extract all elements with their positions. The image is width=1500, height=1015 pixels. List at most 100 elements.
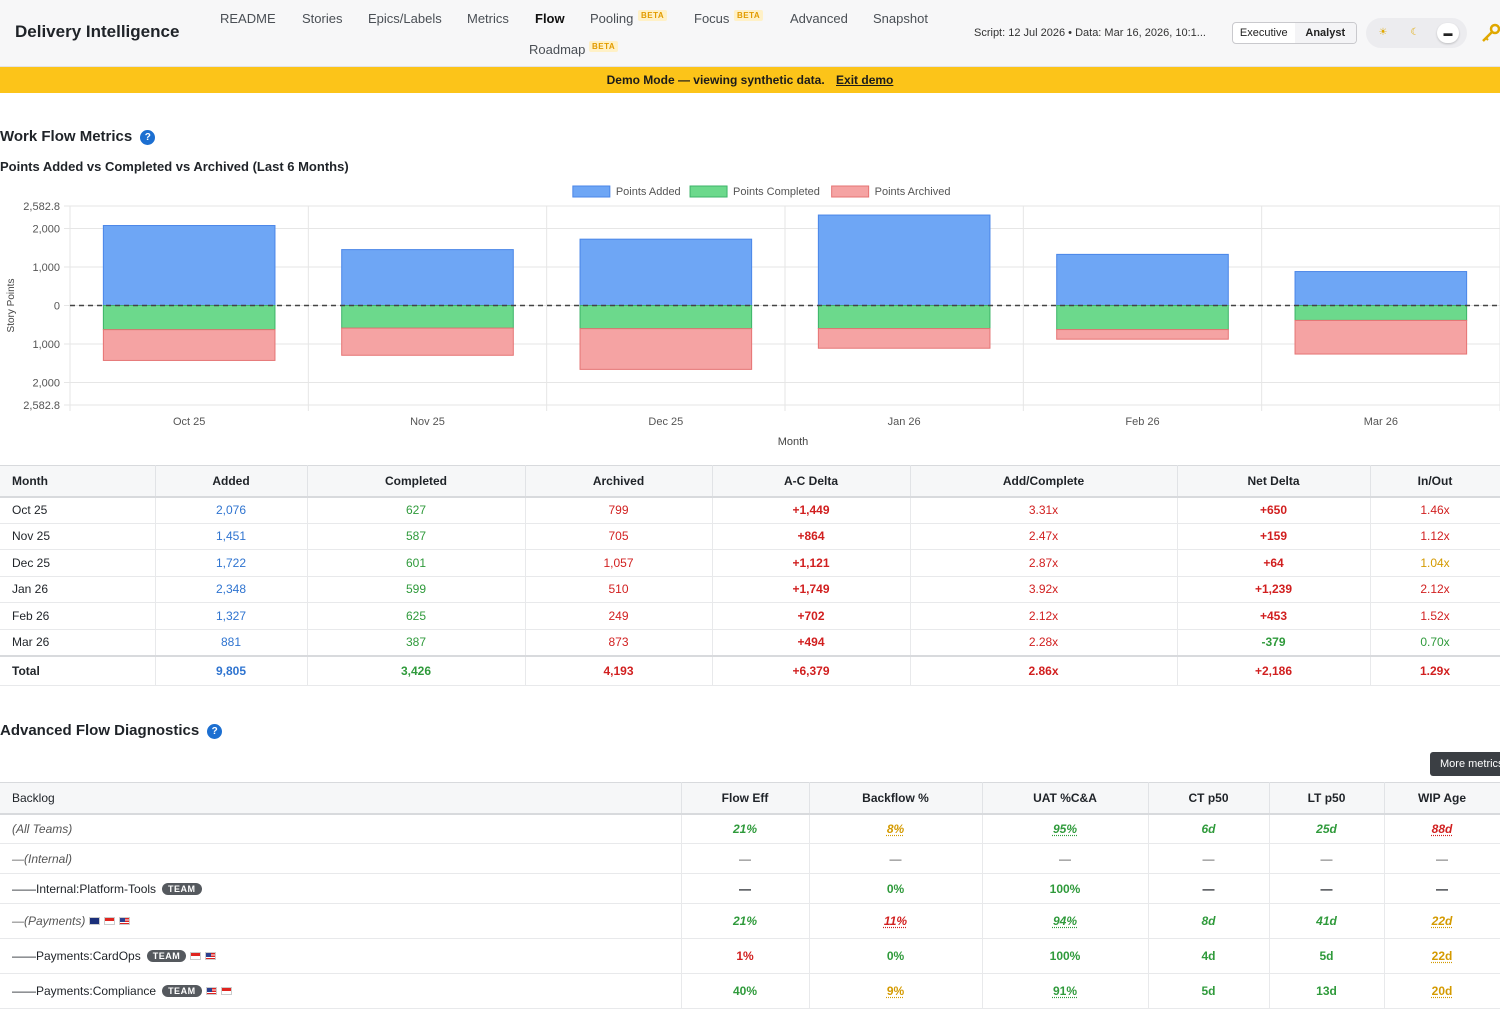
app-title: Delivery Intelligence: [15, 22, 179, 42]
bar-points-added: [818, 215, 990, 305]
key-icon[interactable]: [1480, 23, 1500, 43]
column-header-flow-eff[interactable]: Flow Eff: [681, 783, 809, 814]
flag-us-icon: [206, 987, 217, 995]
role-analyst-button[interactable]: Analyst: [1295, 23, 1357, 43]
table-row: Oct 25 2,076 627 799 +1,449 3.31x +650 1…: [0, 497, 1500, 524]
sun-icon[interactable]: ☀: [1372, 23, 1394, 43]
column-header-backflow[interactable]: Backflow %: [809, 783, 982, 814]
monitor-icon[interactable]: ▬: [1437, 23, 1459, 43]
beta-badge: BETA: [638, 10, 667, 21]
column-header-lt-p50[interactable]: LT p50: [1269, 783, 1384, 814]
y-tick-label: 1,000: [32, 262, 60, 274]
bar-points-added: [103, 226, 275, 306]
work-flow-metrics-heading: Work Flow Metrics?: [0, 128, 155, 145]
moon-icon[interactable]: ☾: [1404, 23, 1426, 43]
bar-points-completed: [1057, 306, 1229, 330]
cell-uat[interactable]: 91%: [982, 974, 1148, 1009]
cell-completed: 387: [307, 629, 525, 656]
nav-flow[interactable]: Flow: [535, 11, 565, 26]
cell-archived: 799: [525, 497, 712, 524]
cell-in-out: 0.70x: [1370, 629, 1500, 656]
cell-wip-age: —: [1384, 874, 1500, 904]
team-badge: TEAM: [147, 950, 187, 962]
nav-epics-labels[interactable]: Epics/Labels: [368, 11, 442, 26]
cell-net-delta: +453: [1177, 603, 1370, 630]
bar-points-archived: [818, 329, 990, 349]
legend-item[interactable]: Points Archived: [832, 186, 951, 198]
cell-lt-p50: —: [1269, 844, 1384, 874]
cell-ac-delta: +1,121: [712, 550, 910, 577]
legend-item[interactable]: Points Added: [573, 186, 681, 198]
table-row[interactable]: —(Payments) 21% 11% 94% 8d 41d 22d: [0, 904, 1500, 939]
cell-wip-age[interactable]: 22d: [1384, 904, 1500, 939]
cell-net-delta: +159: [1177, 523, 1370, 550]
column-header-uat[interactable]: UAT %C&A: [982, 783, 1148, 814]
nav-metrics[interactable]: Metrics: [467, 11, 509, 26]
backlog-cell[interactable]: ——Payments:Compliance TEAM: [0, 974, 681, 1009]
x-tick-label: Feb 26: [1125, 416, 1159, 428]
cell-in-out: 1.46x: [1370, 497, 1500, 524]
backlog-name[interactable]: —(Internal): [0, 844, 681, 874]
cell-ac-delta: +1,749: [712, 576, 910, 603]
backlog-cell[interactable]: ——Internal:Platform-Tools TEAM: [0, 874, 681, 904]
table-row[interactable]: ——Payments:Compliance TEAM 40% 9% 91% 5d …: [0, 974, 1500, 1009]
cell-wip-age[interactable]: 88d: [1384, 814, 1500, 844]
cell-backflow[interactable]: 11%: [809, 904, 982, 939]
help-icon[interactable]: ?: [140, 130, 155, 145]
legend-item[interactable]: Points Completed: [690, 186, 820, 198]
column-header-added[interactable]: Added: [155, 466, 307, 497]
cell-backflow: 0%: [809, 939, 982, 974]
column-header-wip-age[interactable]: WIP Age: [1384, 783, 1500, 814]
column-header-net-delta[interactable]: Net Delta: [1177, 466, 1370, 497]
table-row[interactable]: ——Internal:Platform-Tools TEAM — 0% 100% …: [0, 874, 1500, 904]
backlog-name[interactable]: (All Teams): [0, 814, 681, 844]
exit-demo-link[interactable]: Exit demo: [836, 73, 893, 87]
cell-month: Jan 26: [0, 576, 155, 603]
cell-archived: 705: [525, 523, 712, 550]
column-header-completed[interactable]: Completed: [307, 466, 525, 497]
nav-stories[interactable]: Stories: [302, 11, 342, 26]
column-header-add-complete[interactable]: Add/Complete: [910, 466, 1177, 497]
help-icon[interactable]: ?: [207, 724, 222, 739]
cell-ac-delta: +494: [712, 629, 910, 656]
nav-snapshot[interactable]: Snapshot: [873, 11, 928, 26]
cell-ct-p50: 4d: [1148, 939, 1269, 974]
cell-ac-delta: +702: [712, 603, 910, 630]
table-row[interactable]: —(Internal) — — — — — —: [0, 844, 1500, 874]
cell-wip-age: —: [1384, 844, 1500, 874]
backlog-cell[interactable]: ——Payments:CardOps TEAM: [0, 939, 681, 974]
nav-focus[interactable]: Focus: [694, 11, 729, 26]
role-executive-button[interactable]: Executive: [1233, 23, 1295, 43]
cell-add-complete: 2.87x: [910, 550, 1177, 577]
column-header-backlog[interactable]: Backlog: [0, 783, 681, 814]
cell-in-out: 1.29x: [1370, 656, 1500, 686]
cell-add-complete: 2.47x: [910, 523, 1177, 550]
cell-completed: 625: [307, 603, 525, 630]
bar-points-added: [342, 250, 514, 306]
nav-roadmap[interactable]: Roadmap: [529, 42, 585, 57]
cell-backflow[interactable]: 8%: [809, 814, 982, 844]
nav-pooling[interactable]: Pooling: [590, 11, 633, 26]
cell-ac-delta: +1,449: [712, 497, 910, 524]
table-row[interactable]: (All Teams) 21% 8% 95% 6d 25d 88d: [0, 814, 1500, 844]
column-header-month[interactable]: Month: [0, 466, 155, 497]
column-header-ct-p50[interactable]: CT p50: [1148, 783, 1269, 814]
cell-wip-age[interactable]: 22d: [1384, 939, 1500, 974]
cell-backflow[interactable]: 9%: [809, 974, 982, 1009]
column-header-archived[interactable]: Archived: [525, 466, 712, 497]
column-header-in-out[interactable]: In/Out: [1370, 466, 1500, 497]
nav-advanced[interactable]: Advanced: [790, 11, 848, 26]
more-metrics-button[interactable]: More metrics: [1430, 752, 1500, 776]
column-header-ac-delta[interactable]: A-C Delta: [712, 466, 910, 497]
bar-points-completed: [342, 306, 514, 329]
cell-uat[interactable]: 95%: [982, 814, 1148, 844]
cell-added: 9,805: [155, 656, 307, 686]
cell-uat[interactable]: 94%: [982, 904, 1148, 939]
cell-archived: 249: [525, 603, 712, 630]
cell-uat: —: [982, 844, 1148, 874]
table-row: Mar 26 881 387 873 +494 2.28x -379 0.70x: [0, 629, 1500, 656]
backlog-cell[interactable]: —(Payments): [0, 904, 681, 939]
nav-readme[interactable]: README: [220, 11, 276, 26]
cell-wip-age[interactable]: 20d: [1384, 974, 1500, 1009]
table-row[interactable]: ——Payments:CardOps TEAM 1% 0% 100% 4d 5d …: [0, 939, 1500, 974]
